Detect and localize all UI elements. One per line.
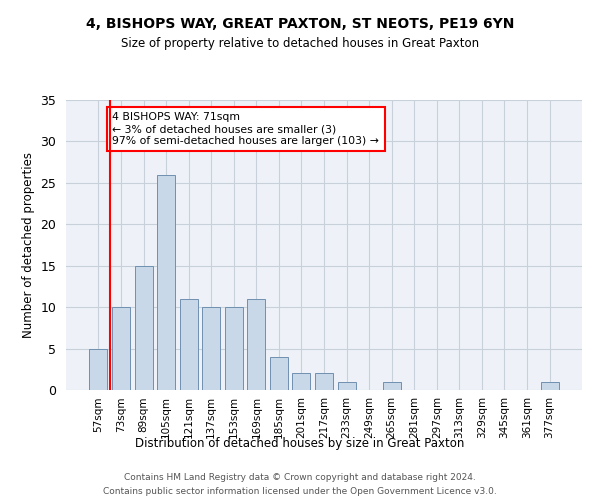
Bar	[134, 266, 152, 390]
Bar	[383, 382, 401, 390]
Bar	[315, 374, 333, 390]
Text: 4 BISHOPS WAY: 71sqm
← 3% of detached houses are smaller (3)
97% of semi-detache: 4 BISHOPS WAY: 71sqm ← 3% of detached ho…	[112, 112, 379, 146]
Bar	[179, 299, 198, 390]
Bar	[541, 382, 559, 390]
Bar	[247, 299, 265, 390]
Bar	[338, 382, 356, 390]
Bar	[225, 307, 243, 390]
Bar	[112, 307, 130, 390]
Bar	[270, 357, 288, 390]
Bar	[89, 348, 107, 390]
Text: Size of property relative to detached houses in Great Paxton: Size of property relative to detached ho…	[121, 38, 479, 51]
Y-axis label: Number of detached properties: Number of detached properties	[22, 152, 35, 338]
Bar	[202, 307, 220, 390]
Text: Distribution of detached houses by size in Great Paxton: Distribution of detached houses by size …	[136, 438, 464, 450]
Bar	[157, 174, 175, 390]
Text: Contains HM Land Registry data © Crown copyright and database right 2024.: Contains HM Land Registry data © Crown c…	[124, 472, 476, 482]
Text: Contains public sector information licensed under the Open Government Licence v3: Contains public sector information licen…	[103, 488, 497, 496]
Text: 4, BISHOPS WAY, GREAT PAXTON, ST NEOTS, PE19 6YN: 4, BISHOPS WAY, GREAT PAXTON, ST NEOTS, …	[86, 18, 514, 32]
Bar	[292, 374, 310, 390]
